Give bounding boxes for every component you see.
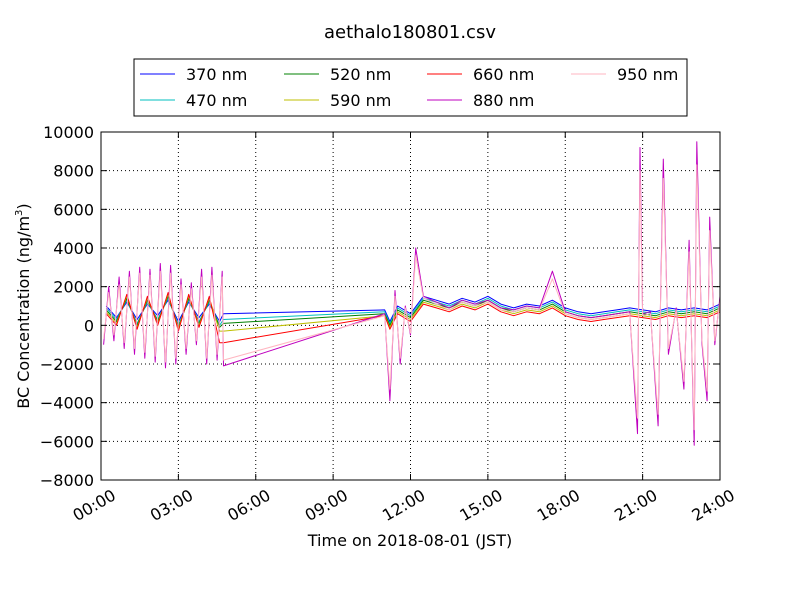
legend-label-880-nm: 880 nm [473,91,534,110]
y-axis-label-superscript: 3 [14,210,25,216]
y-tick-label: −4000 [40,394,94,413]
legend-box [133,58,688,117]
y-tick-label: 2000 [53,278,94,297]
series-line-370-nm [105,295,721,322]
y-tick-label: 4000 [53,239,94,258]
legend-label-520-nm: 520 nm [330,65,391,84]
y-tick-label: 10000 [43,123,94,142]
y-tick-label: −6000 [40,432,94,451]
y-tick-label: −8000 [40,471,94,490]
series-line-660-nm [105,292,721,344]
legend-label-950-nm: 950 nm [617,65,678,84]
series-line-950-nm [103,164,721,431]
y-tick-label: −2000 [40,355,94,374]
y-axis-label-main: BC Concentration (ng/m [14,216,33,409]
legend-label-590-nm: 590 nm [330,91,391,110]
legend-label-660-nm: 660 nm [473,65,534,84]
legend-label-370-nm: 370 nm [186,65,247,84]
y-tick-label: 6000 [53,200,94,219]
y-tick-label: 8000 [53,162,94,181]
y-axis-label-close: ) [14,203,33,209]
series-layer [103,141,721,446]
y-axis-label: BC Concentration (ng/m3) [14,203,33,408]
legend-label-470-nm: 470 nm [186,91,247,110]
y-tick-label: 0 [84,316,94,335]
chart-title: aethalo180801.csv [324,22,496,43]
legend: 370 nm 470 nm 520 nm 590 nm 660 nm 880 nm 950 … [133,58,688,117]
x-axis-label: Time on 2018-08-01 (JST) [307,531,512,550]
